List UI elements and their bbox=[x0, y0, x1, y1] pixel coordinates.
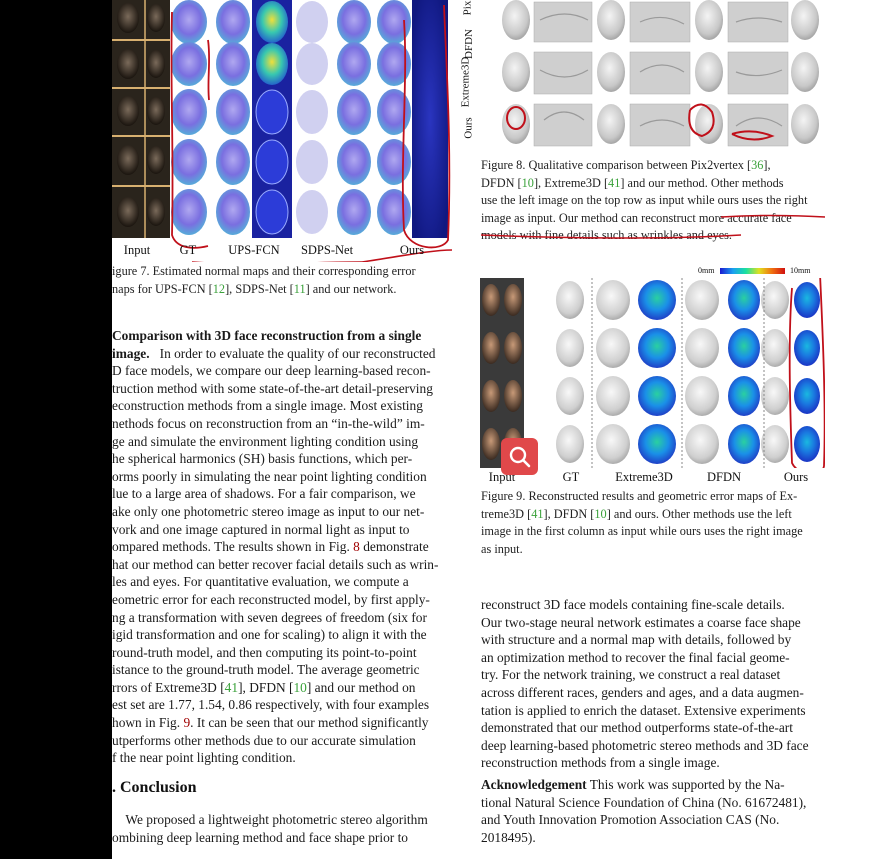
acknowledgement-heading: Acknowledgement bbox=[481, 777, 587, 792]
fig7-label-ups-fcn: UPS-FCN bbox=[228, 243, 280, 257]
fig-ref-link[interactable]: 9 bbox=[183, 715, 191, 731]
citation-link[interactable]: 41 bbox=[608, 175, 621, 190]
figure-9: 0mm 10mm bbox=[480, 266, 825, 488]
fig7-label-sdps-net: SDPS-Net bbox=[300, 243, 354, 257]
citation-link[interactable]: 41 bbox=[531, 506, 544, 521]
fig-ref-link[interactable]: 8 bbox=[353, 539, 360, 555]
colorbar-min-label: 0mm bbox=[698, 266, 715, 275]
search-button[interactable] bbox=[501, 438, 538, 475]
figure-8-caption: Figure 8. Qualitative comparison between… bbox=[481, 158, 808, 242]
paper-page: Input GT UPS-FCN SDPS-Net Ours igure 7. … bbox=[112, 0, 883, 859]
search-icon bbox=[509, 446, 530, 467]
figure-8: Pix DFDN Extreme3D Ours bbox=[459, 0, 825, 150]
fig9-label-gt: GT bbox=[562, 470, 580, 484]
fig8-row-label-dfdn: DFDN bbox=[462, 29, 475, 59]
figure-7-image bbox=[112, 0, 453, 265]
figure-8-image bbox=[502, 0, 819, 147]
figure-9-image bbox=[480, 278, 825, 468]
citation-link[interactable]: 36 bbox=[751, 158, 764, 172]
citation-link[interactable]: 10 bbox=[594, 506, 607, 521]
fig7-label-gt: GT bbox=[179, 243, 197, 257]
fig8-row-labels: Pix DFDN Extreme3D Ours bbox=[459, 0, 480, 150]
fig7-label-input: Input bbox=[123, 243, 151, 257]
left-body-text: Comparison with 3D face reconstruction f… bbox=[112, 327, 457, 767]
fig8-row-label-extreme3d: Extreme3D bbox=[459, 56, 472, 108]
fig7-label-ours: Ours bbox=[399, 243, 425, 257]
handwritten-underline bbox=[481, 214, 826, 239]
figure-9-caption: Figure 9. Reconstructed results and geom… bbox=[481, 489, 803, 556]
fig9-label-dfdn: DFDN bbox=[706, 470, 742, 484]
fig8-row-label-ours: Ours bbox=[462, 117, 475, 139]
figure-7-caption: igure 7. Estimated normal maps and their… bbox=[112, 264, 416, 296]
colorbar-max-label: 10mm bbox=[790, 266, 811, 275]
right-body-text: reconstruct 3D face models containing fi… bbox=[481, 597, 809, 771]
fig9-label-extreme3d: Extreme3D bbox=[615, 470, 673, 484]
citation-link[interactable]: 41 bbox=[224, 679, 239, 695]
section-heading: Comparison with 3D face reconstruction f… bbox=[112, 328, 422, 343]
acknowledgement: Acknowledgement This work was supported … bbox=[481, 777, 807, 845]
conclusion-text: We proposed a lightweight photometric st… bbox=[112, 812, 428, 845]
figure-7: Input GT UPS-FCN SDPS-Net Ours bbox=[112, 0, 453, 265]
citation-link[interactable]: 10 bbox=[521, 175, 534, 190]
conclusion-heading: . Conclusion bbox=[112, 779, 197, 796]
fig9-label-ours: Ours bbox=[783, 470, 809, 484]
citation-link[interactable]: 10 bbox=[293, 679, 307, 695]
fig8-row-label-pix: Pix bbox=[461, 0, 474, 16]
colorbar bbox=[720, 268, 785, 274]
